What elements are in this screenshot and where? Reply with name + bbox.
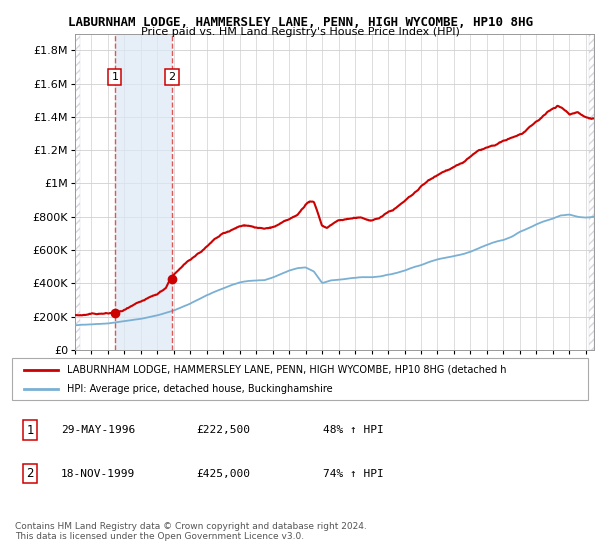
Text: Price paid vs. HM Land Registry's House Price Index (HPI): Price paid vs. HM Land Registry's House … [140,27,460,37]
Text: 48% ↑ HPI: 48% ↑ HPI [323,425,384,435]
Bar [115,34,172,350]
Text: 2: 2 [26,467,34,480]
Bar [75,34,115,350]
Text: 2: 2 [169,72,175,82]
Text: Contains HM Land Registry data © Crown copyright and database right 2024.
This d: Contains HM Land Registry data © Crown c… [15,522,367,542]
Text: LABURNHAM LODGE, HAMMERSLEY LANE, PENN, HIGH WYCOMBE, HP10 8HG: LABURNHAM LODGE, HAMMERSLEY LANE, PENN, … [67,16,533,29]
Text: £425,000: £425,000 [196,469,250,479]
Text: 18-NOV-1999: 18-NOV-1999 [61,469,135,479]
Text: 29-MAY-1996: 29-MAY-1996 [61,425,135,435]
Text: HPI: Average price, detached house, Buckinghamshire: HPI: Average price, detached house, Buck… [67,384,332,394]
Text: 1: 1 [112,72,118,82]
Text: £222,500: £222,500 [196,425,250,435]
Text: 1: 1 [26,423,34,437]
Text: LABURNHAM LODGE, HAMMERSLEY LANE, PENN, HIGH WYCOMBE, HP10 8HG (detached h: LABURNHAM LODGE, HAMMERSLEY LANE, PENN, … [67,365,506,375]
Text: 74% ↑ HPI: 74% ↑ HPI [323,469,384,479]
